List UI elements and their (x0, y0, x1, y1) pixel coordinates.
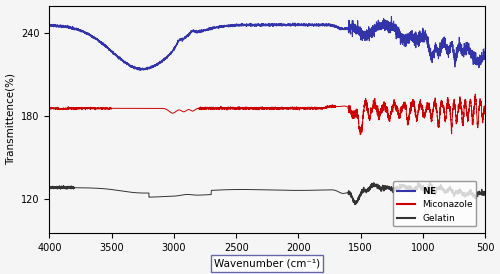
Line: NE: NE (50, 16, 485, 70)
Line: Miconazole: Miconazole (50, 94, 485, 135)
Gelatin (126, 190, 132, 194)
Gelatin (352, 203, 358, 206)
NE (46, 24, 52, 27)
Gelatin (213, 189, 219, 192)
Gelatin (372, 184, 378, 187)
NE (213, 26, 219, 29)
NE (126, 62, 132, 66)
Gelatin (482, 190, 488, 193)
Miconazole (372, 101, 378, 104)
NE (330, 23, 336, 27)
Gelatin (308, 189, 314, 192)
Miconazole (213, 107, 219, 110)
Miconazole (358, 133, 364, 136)
Miconazole (405, 123, 411, 126)
Y-axis label: Transmittence(%): Transmittence(%) (6, 73, 16, 165)
Gelatin (330, 188, 336, 192)
X-axis label: Wavenumber (cm⁻¹): Wavenumber (cm⁻¹) (214, 258, 320, 269)
NE (372, 26, 378, 29)
Miconazole (472, 92, 478, 96)
Gelatin (405, 186, 411, 190)
Line: Gelatin: Gelatin (50, 182, 485, 205)
NE (482, 47, 488, 50)
Gelatin (46, 185, 52, 189)
Miconazole (46, 106, 52, 110)
Gelatin (427, 181, 433, 184)
Miconazole (482, 104, 488, 107)
NE (308, 23, 314, 26)
NE (137, 69, 143, 72)
Miconazole (126, 107, 132, 110)
NE (388, 15, 394, 18)
Legend: $\bf{NE}$, Miconazole, Gelatin: $\bf{NE}$, Miconazole, Gelatin (393, 181, 476, 226)
NE (405, 36, 411, 39)
Miconazole (308, 107, 314, 110)
Miconazole (330, 104, 336, 108)
